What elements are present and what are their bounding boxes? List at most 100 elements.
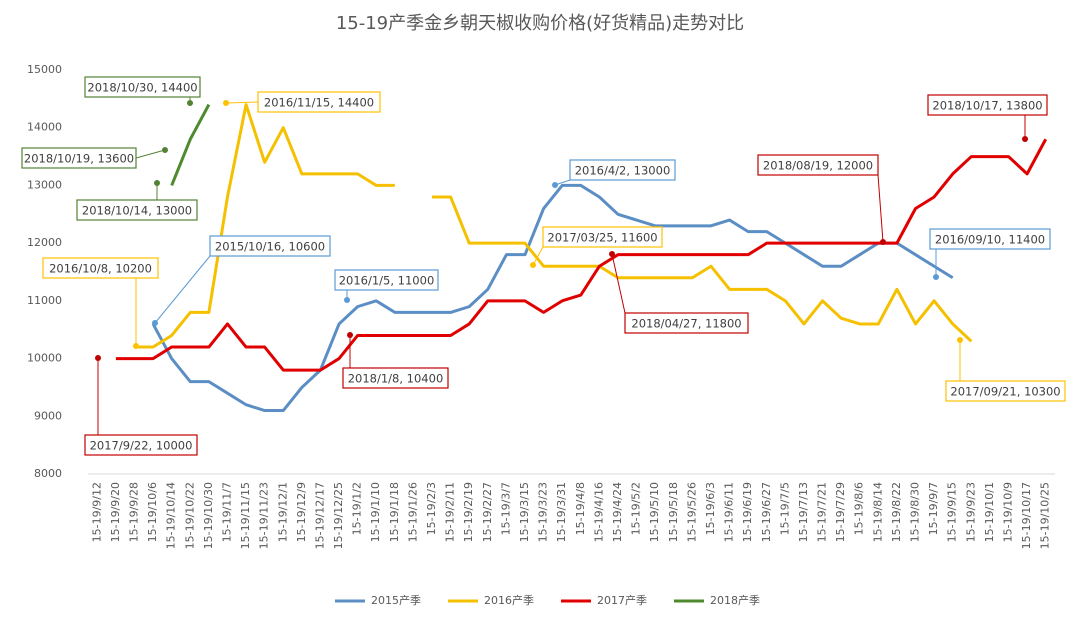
annotation: 2016/1/5, 11000 [334,269,439,303]
x-tick-label: 15-19/8/6 [853,482,866,535]
annotation-text: 2018/10/19, 13600 [24,152,134,166]
y-tick-label: 13000 [27,178,62,191]
x-tick-label: 15-19/9/20 [109,482,122,542]
x-tick-label: 15-19/5/10 [648,482,661,542]
x-tick-label: 15-19/1/26 [406,482,419,542]
annotation-text: 2018/10/14, 13000 [82,204,192,218]
series-line [151,183,954,413]
x-tick-label: 15-19/11/23 [258,482,271,549]
y-tick-label: 9000 [34,409,62,422]
legend-label: 2018产季 [710,593,760,607]
annotation-box [84,434,198,456]
x-tick-label: 15-19/11/7 [220,482,233,542]
annotation-text: 2018/08/19, 12000 [763,159,873,173]
legend-label: 2017产季 [597,593,647,607]
annotation-dot [187,100,193,106]
series-line [134,103,973,349]
annotation-box [84,76,201,98]
annotation-dot [162,147,168,153]
x-tick-label: 15-19/10/6 [146,482,159,542]
annotation-leader [225,101,259,104]
annotation-leader [154,255,211,324]
annotation-dot [223,100,229,106]
x-tick-label: 15-19/9/12 [90,482,103,542]
x-tick-label: 15-19/10/25 [1039,482,1052,549]
x-tick-label: 15-19/1/10 [369,482,382,542]
annotation-box [76,199,198,221]
x-tick-label: 15-19/8/30 [909,482,922,542]
y-tick-label: 12000 [27,236,62,249]
annotation-text: 2018/1/8, 10400 [348,372,444,386]
annotation: 2015/10/16, 10600 [152,235,331,326]
annotation-leader [611,253,626,314]
annotation-text: 2018/10/30, 14400 [87,81,197,95]
x-tick-label: 15-19/1/2 [351,482,364,535]
annotation: 2017/09/21, 10300 [945,337,1066,402]
annotation-dot [530,262,536,268]
y-tick-label: 11000 [27,294,62,307]
x-tick-label: 15-19/3/31 [555,482,568,542]
annotation-box [927,94,1048,116]
legend-label: 2015产季 [371,593,421,607]
annotation: 2018/10/17, 13800 [927,94,1048,142]
x-tick-label: 15-19/9/28 [127,482,140,542]
x-tick-label: 15-19/6/3 [704,482,717,535]
annotation-box [257,91,381,113]
annotation: 2018/10/19, 13600 [21,147,168,169]
annotation-text: 2018/10/17, 13800 [932,99,1042,113]
x-tick-label: 15-19/5/26 [685,482,698,542]
annotation-dot [347,332,353,338]
x-tick-label: 15-19/9/15 [946,482,959,542]
x-tick-label: 15-19/3/15 [518,482,531,542]
x-tick-label: 15-19/2/27 [481,482,494,542]
y-tick-label: 10000 [27,352,62,365]
x-tick-label: 15-19/9/7 [927,482,940,535]
annotation-text: 2016/09/10, 11400 [935,233,1045,247]
annotation-text: 2016/4/2, 13000 [575,164,671,178]
annotation-box [209,235,331,257]
annotation-box [757,154,879,176]
x-tick-label: 15-19/10/9 [1002,482,1015,542]
x-tick-label: 15-19/1/18 [388,482,401,542]
annotation-dot [344,297,350,303]
x-tick-label: 15-19/12/9 [295,482,308,542]
annotation-box [42,257,159,279]
annotation-dot [133,343,139,349]
y-tick-label: 8000 [34,467,62,480]
annotation: 2017/9/22, 10000 [84,355,198,456]
annotation-dot [95,355,101,361]
y-tick-label: 14000 [27,121,62,134]
chart-title: 15-19产季金乡朝天椒收购价格(好货精品)走势对比 [336,13,744,34]
annotation-leader [877,174,884,243]
x-tick-label: 15-19/3/7 [499,482,512,535]
annotation-dot [609,251,615,257]
annotation: 2018/10/30, 14400 [84,76,201,106]
x-tick-label: 15-19/10/17 [1020,482,1033,549]
x-tick-label: 15-19/7/5 [778,482,791,535]
x-tick-label: 15-19/4/24 [611,482,624,542]
annotation-dot [154,180,160,186]
annotation-leader [532,246,544,266]
annotation-text: 2016/11/15, 14400 [264,96,374,110]
annotation-box [21,147,137,169]
x-tick-label: 15-19/10/30 [202,482,215,549]
annotation-dot [880,239,886,245]
annotation-text: 2017/9/22, 10000 [90,439,193,453]
annotation-leader [135,149,166,159]
annotation-dot [152,320,158,326]
x-tick-label: 15-19/9/23 [964,482,977,542]
annotation: 2018/10/14, 13000 [76,180,198,221]
x-tick-label: 15-19/6/19 [741,482,754,542]
x-tick-label: 15-19/10/22 [183,482,196,549]
x-tick-label: 15-19/5/2 [630,482,643,535]
x-tick-label: 15-19/11/15 [239,482,252,549]
annotation: 2018/08/19, 12000 [757,154,886,245]
x-tick-label: 15-19/7/13 [797,482,810,542]
x-tick-label: 15-19/2/11 [444,482,457,542]
x-tick-label: 15-19/7/21 [816,482,829,542]
annotation-dot [933,274,939,280]
x-tick-label: 15-19/6/27 [760,482,773,542]
x-tick-label: 15-19/5/18 [667,482,680,542]
x-tick-label: 15-19/4/8 [574,482,587,535]
x-tick-label: 15-19/2/3 [425,482,438,535]
